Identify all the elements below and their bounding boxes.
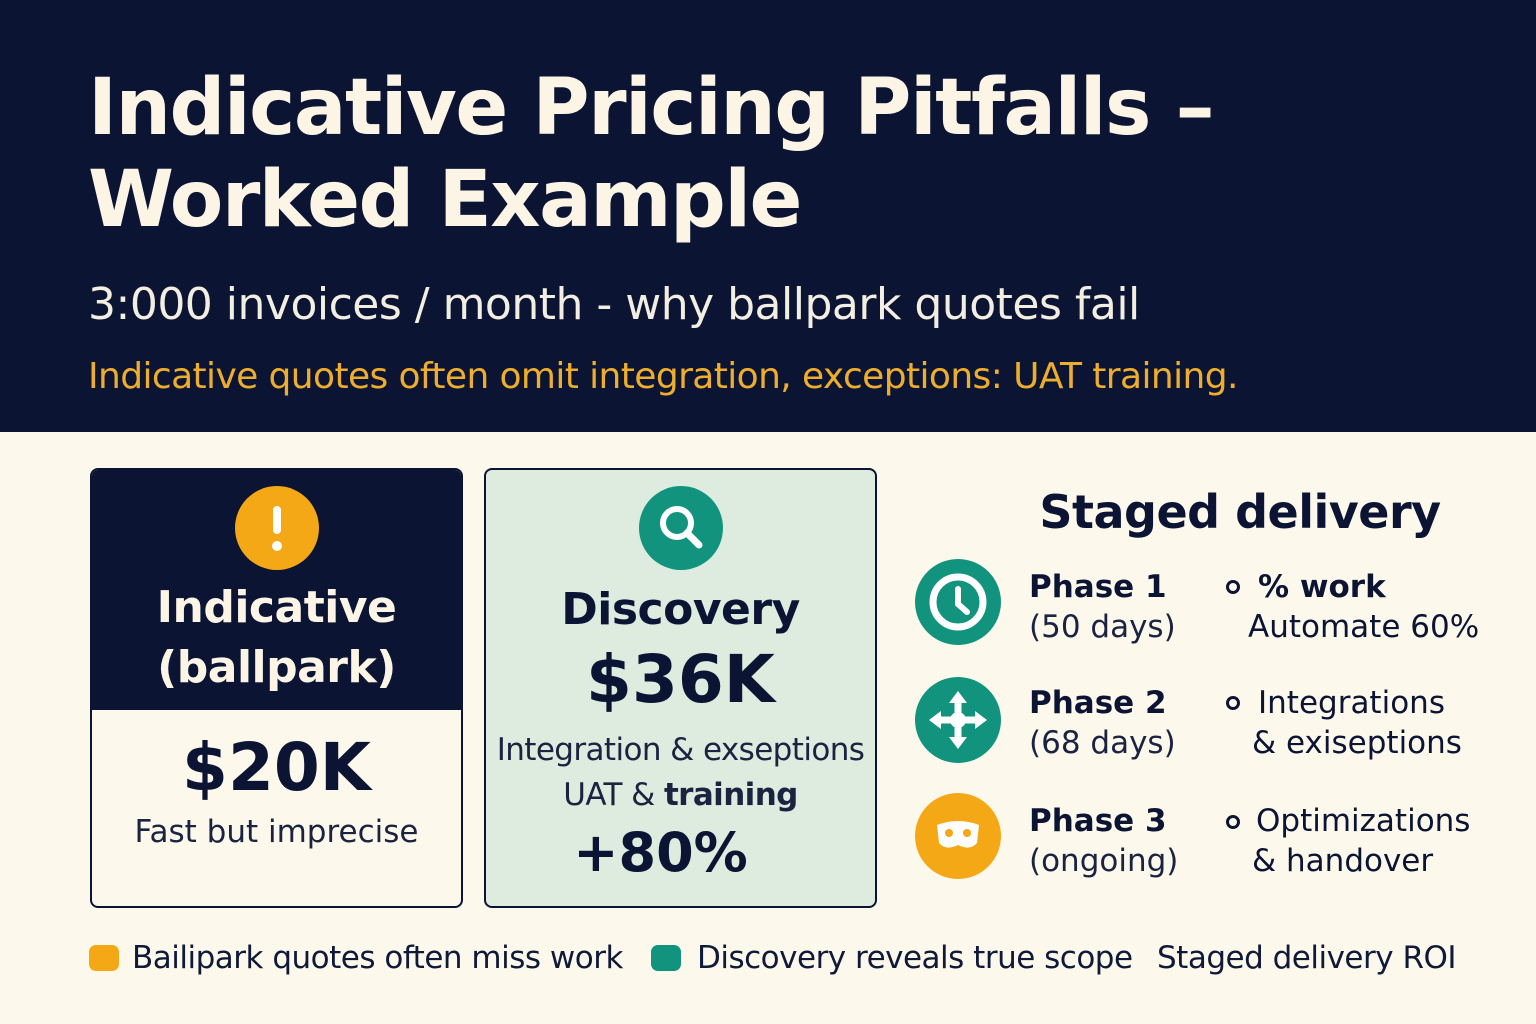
phase-1-name: Phase 1	[1029, 569, 1167, 605]
header-band: Indicative Pricing Pitfalls – Worked Exa…	[0, 0, 1536, 432]
indicative-title: Indicative (ballpark)	[92, 578, 461, 698]
discovery-uplift: +80%	[573, 821, 748, 884]
phase-2-duration: (68 days)	[1029, 725, 1176, 761]
legend-swatch-orange	[89, 945, 119, 971]
phase-1-duration: (50 days)	[1029, 609, 1176, 645]
discovery-line-1: Integration & exseptions	[496, 732, 865, 768]
title-line-1: Indicative Pricing Pitfalls –	[88, 63, 1215, 153]
phase-2-bullet-line-1: Integrations	[1258, 685, 1445, 721]
exclamation-icon	[234, 486, 319, 570]
discovery-card: Discovery $36K Integration & exseptions …	[484, 468, 877, 908]
indicative-title-line-1: Indicative	[156, 582, 397, 633]
legend-swatch-teal	[651, 945, 681, 971]
discovery-title: Discovery	[561, 584, 800, 635]
phase-2-bullet	[1226, 696, 1240, 710]
subtitle: 3:000 invoices / month - why ballpark qu…	[88, 279, 1140, 330]
phase-3-duration: (ongoing)	[1029, 843, 1179, 879]
discovery-scope-lines: Integration & exseptions UAT & training	[486, 728, 875, 818]
indicative-price: $20K	[182, 729, 371, 806]
page-title: Indicative Pricing Pitfalls – Worked Exa…	[88, 62, 1215, 246]
phase-3-bullet-line-1: Optimizations	[1256, 803, 1471, 839]
phase-3-bullet	[1226, 815, 1240, 829]
indicative-caption: Fast but imprecise	[134, 814, 419, 850]
magnifier-icon	[638, 486, 723, 570]
legend-item-2: Discovery reveals true scope	[697, 940, 1133, 976]
phase-2-name: Phase 2	[1029, 685, 1167, 721]
move-arrows-icon	[915, 677, 1001, 763]
phase-1-bullet-line-2: Automate 60%	[1248, 609, 1480, 645]
phase-3-name: Phase 3	[1029, 803, 1167, 839]
discovery-price: $36K	[586, 641, 775, 718]
phase-2-bullet-line-2: & exiseptions	[1252, 725, 1462, 761]
indicative-title-line-2: (ballpark)	[157, 642, 396, 693]
legend-item-3: Staged delivery ROI	[1157, 940, 1457, 976]
discovery-line-2b: training	[663, 777, 798, 813]
legend-item-1: Bailipark quotes often miss work	[132, 940, 623, 976]
staged-delivery-title: Staged delivery	[1039, 485, 1441, 539]
title-line-2: Worked Example	[88, 155, 802, 245]
clock-icon	[915, 559, 1001, 645]
discovery-line-2a: UAT &	[563, 777, 664, 813]
phase-1-bullet-line-1: % work	[1258, 569, 1386, 605]
indicative-card-header: Indicative (ballpark)	[92, 470, 461, 710]
phase-3-bullet-line-2: & handover	[1252, 843, 1434, 879]
warning-note: Indicative quotes often omit integration…	[88, 356, 1238, 397]
mask-icon	[915, 793, 1001, 879]
indicative-card: Indicative (ballpark) $20K Fast but impr…	[90, 468, 463, 908]
phase-1-bullet	[1226, 580, 1240, 594]
